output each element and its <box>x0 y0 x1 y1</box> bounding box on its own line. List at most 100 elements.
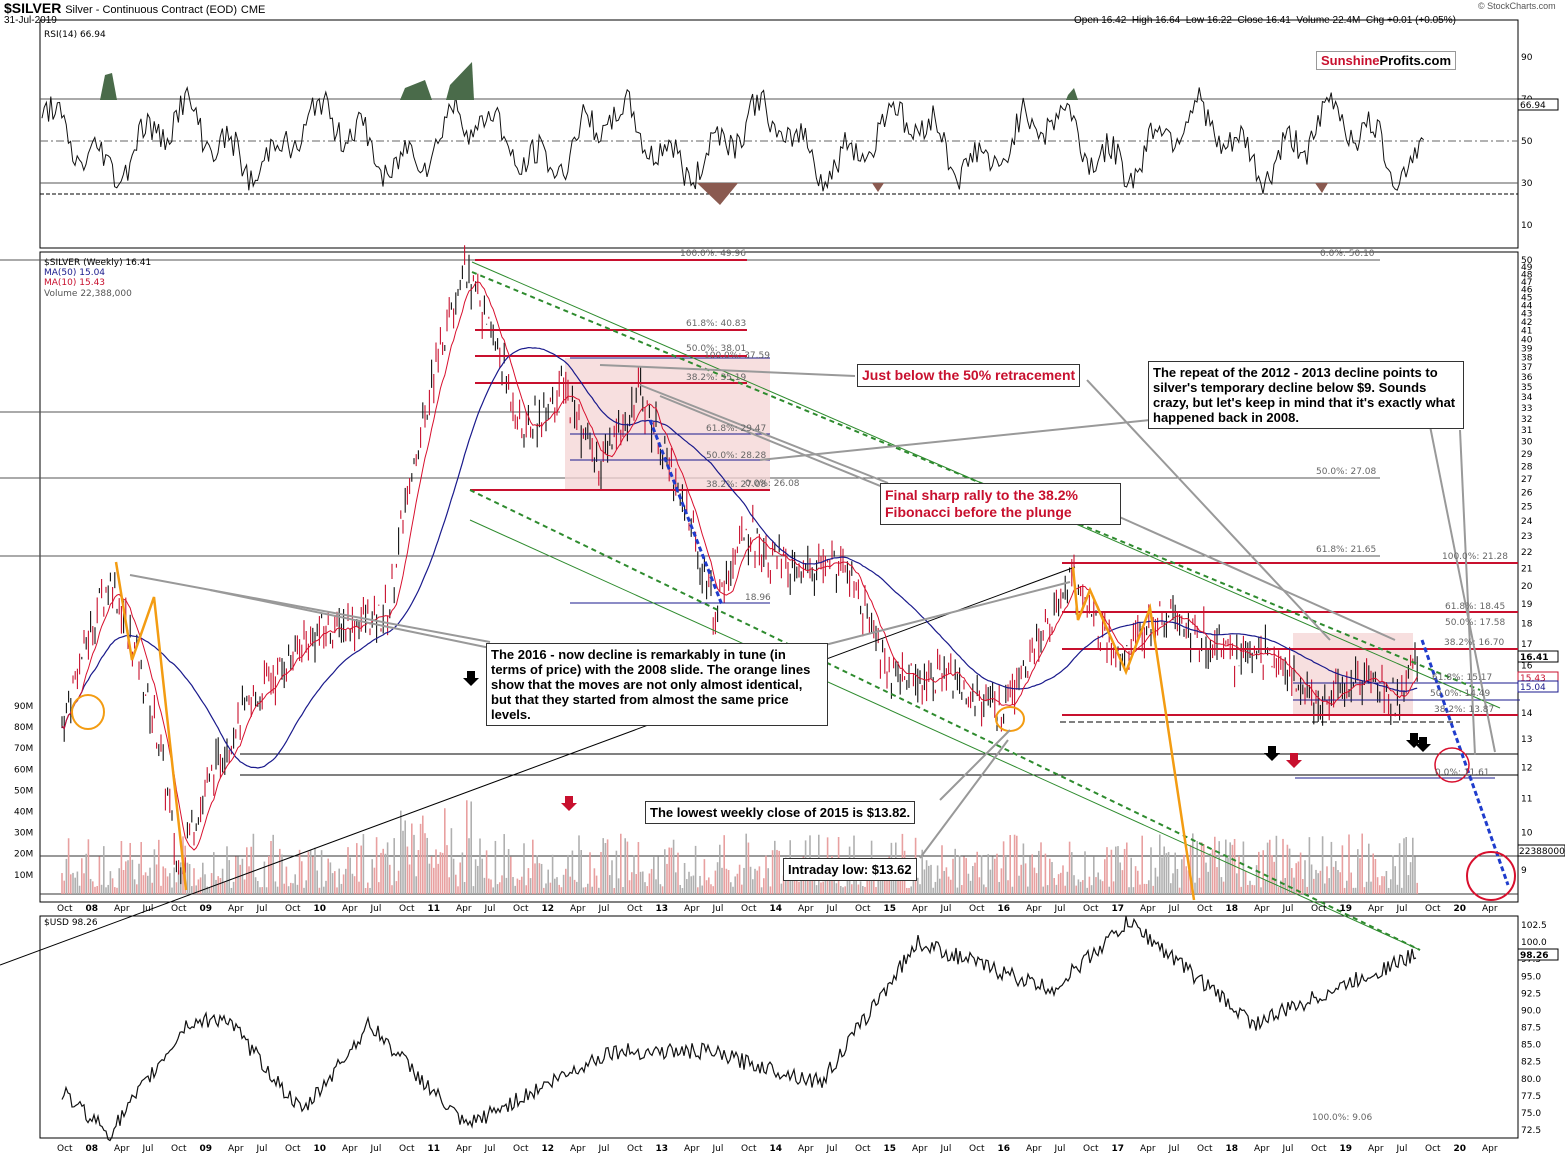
ma50-value: 15.04 <box>1520 683 1546 693</box>
stockcharts-credit: © StockCharts.com <box>1478 1 1556 11</box>
x-tick-label: Oct <box>855 1144 871 1154</box>
x-tick-label: 11 <box>428 1144 441 1154</box>
pointer <box>939 729 1011 801</box>
rsi-axis: 9070503010 <box>1521 53 1533 231</box>
rsi-overbought-fill <box>1066 88 1078 100</box>
x-tick-label: Oct <box>855 904 871 914</box>
x-tick-label: Oct <box>969 904 985 914</box>
x-tick-label: Apr <box>1026 904 1042 914</box>
fib-label: 50.0%: 38.01 <box>686 344 746 354</box>
x-axis-top: Oct 08 Apr Jul Oct 09 Apr Jul Oct 10 Apr Jul Oct 11 Ap… <box>57 904 1498 914</box>
x-tick-label: 09 <box>200 1144 213 1154</box>
rsi-tick-label: 50 <box>1521 137 1533 147</box>
usd-tick-label: 100.0 <box>1521 938 1547 948</box>
price-tick-label: 37 <box>1521 363 1532 373</box>
x-tick-label: Jul <box>1054 1144 1066 1154</box>
x-tick-label: Jul <box>1168 904 1180 914</box>
orange-line-2016 <box>1071 566 1196 901</box>
price-tick-label: 13 <box>1521 735 1532 745</box>
x-tick-label: 20 <box>1454 904 1467 914</box>
price-tick-label: 36 <box>1521 373 1533 383</box>
x-tick-label: Apr <box>456 904 472 914</box>
x-tick-label: 20 <box>1454 1144 1467 1154</box>
volume-last-value: 22388000 <box>1519 847 1565 857</box>
fib-label: 50.0%: 28.28 <box>706 451 767 461</box>
price-tick-label: 12 <box>1521 764 1532 774</box>
x-tick-label: Jul <box>826 1144 838 1154</box>
x-tick-label: 08 <box>86 904 99 914</box>
pointer <box>639 384 889 484</box>
fib-label: 50.0%: 27.08 <box>1316 467 1377 477</box>
chart-title: $SILVER Silver - Continuous Contract (EO… <box>4 0 265 16</box>
x-tick-label: Apr <box>1026 1144 1042 1154</box>
annotation-lowest-close: The lowest weekly close of 2015 is $13.8… <box>645 801 916 824</box>
fib-label: 38.2%: 13.87 <box>1434 705 1494 715</box>
x-tick-label: Jul <box>370 1144 382 1154</box>
x-tick-label: Apr <box>684 1144 700 1154</box>
x-tick-label: Apr <box>570 904 586 914</box>
ma50-tag <box>1517 680 1559 693</box>
rsi-tick-label: 90 <box>1521 53 1533 63</box>
fib-label: 50.0%: 17.58 <box>1445 618 1506 628</box>
usd-tick-label: 80.0 <box>1521 1075 1541 1085</box>
rsi-tick-label: 30 <box>1521 179 1533 189</box>
price-tick-label: 25 <box>1521 503 1532 513</box>
x-tick-label: Apr <box>912 1144 928 1154</box>
price-tick-label: 43 <box>1521 310 1532 320</box>
price-tick-label: 42 <box>1521 318 1532 328</box>
blue-projection-2019 <box>1420 639 1510 886</box>
rsi-oversold-fill <box>697 183 738 205</box>
pointer <box>1114 514 1396 641</box>
fib-box-2018 <box>1293 633 1413 715</box>
chart-exchange: CME <box>240 4 266 16</box>
usd-last-value: 98.26 <box>1520 951 1548 961</box>
x-tick-label: Apr <box>342 1144 358 1154</box>
pointer <box>659 395 891 491</box>
price-tick-label: 32 <box>1521 415 1532 425</box>
volume-tick-label: 10M <box>14 871 33 881</box>
x-tick-label: 16 <box>998 904 1011 914</box>
price-tick-label: 11 <box>1521 795 1532 805</box>
x-tick-label: Apr <box>114 904 130 914</box>
x-tick-label: 13 <box>656 1144 669 1154</box>
fib-label: 0.0%: 26.08 <box>745 479 800 489</box>
x-tick-label: Jul <box>484 904 496 914</box>
price-last-tag <box>1517 650 1559 663</box>
volume-tick-label: 70M <box>14 744 33 754</box>
rsi-line <box>41 85 1424 194</box>
price-tick-label: 19 <box>1521 600 1533 610</box>
pointer <box>919 739 1009 859</box>
usd-tick-label: 102.5 <box>1521 921 1547 931</box>
fib-label: 38.2%: 27.08 <box>706 480 767 490</box>
ma10-line <box>61 281 1418 851</box>
x-tick-label: Apr <box>798 1144 814 1154</box>
price-tick-label: 50 <box>1521 256 1533 266</box>
price-tick-label: 46 <box>1521 286 1533 296</box>
annotation-2016-decline: The 2016 - now decline is remarkably in … <box>486 643 828 726</box>
pointer <box>209 589 491 649</box>
x-tick-label: 13 <box>656 904 669 914</box>
x-tick-label: Oct <box>1425 904 1441 914</box>
price-tick-label: 40 <box>1521 335 1533 345</box>
x-tick-label: Oct <box>741 904 757 914</box>
price-tick-label: 16 <box>1521 661 1533 671</box>
ma50-line <box>61 346 1418 769</box>
volume-tick-label: 40M <box>14 808 33 818</box>
x-tick-label: Oct <box>1083 1144 1099 1154</box>
x-tick-label: Oct <box>1311 1144 1327 1154</box>
x-tick-label: 12 <box>542 1144 555 1154</box>
price-tick-label: 34 <box>1521 393 1533 403</box>
red-circle-target <box>1466 851 1516 901</box>
callout-pointers <box>129 364 1496 859</box>
fib-label: 61.8%: 18.45 <box>1445 602 1505 612</box>
annotation-repeat: The repeat of the 2012 - 2013 decline po… <box>1148 361 1464 429</box>
rsi-overbought-fill <box>400 80 432 100</box>
price-tick-label: 26 <box>1521 489 1533 499</box>
ma10-value: 15.43 <box>1520 674 1546 684</box>
x-tick-label: 10 <box>314 1144 327 1154</box>
x-tick-label: Oct <box>57 904 73 914</box>
price-tick-label: 29 <box>1521 450 1533 460</box>
chart-date: 31-Jul-2019 <box>4 15 57 26</box>
x-tick-label: Apr <box>456 1144 472 1154</box>
x-tick-label: 17 <box>1112 1144 1125 1154</box>
